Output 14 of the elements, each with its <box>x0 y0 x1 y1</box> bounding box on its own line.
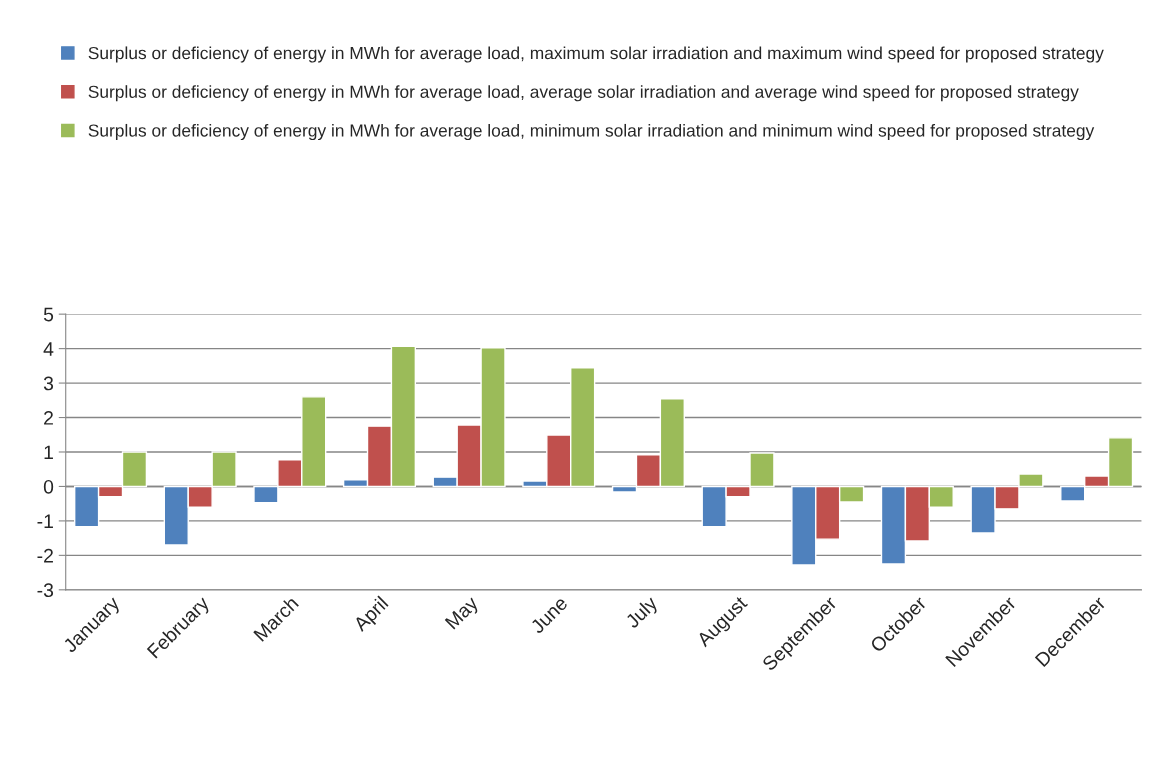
y-tick-label: 2 <box>44 411 53 425</box>
y-tick-label: 4 <box>43 342 54 356</box>
y-tick-label: 1 <box>44 445 53 460</box>
y-tick-label: -2 <box>37 548 53 563</box>
y-tick-label: -3 <box>37 583 54 598</box>
x-tick-label: May <box>444 595 482 633</box>
y-tick-label: 3 <box>43 376 54 391</box>
legend-label: Surplus or deficiency of energy in MWh for average load, minimum solar irradiation and minimum wind speed for proposed strategy <box>88 123 1095 141</box>
y-tick-label: 0 <box>43 479 54 494</box>
legend-label: Surplus or deficiency of energy in MWh for average load, maximum solar irradiation and maximum wind speed for proposed strategy <box>88 46 1104 63</box>
legend-label: Surplus or deficiency of energy in MWh for average load, average solar irradiation and average wind speed for proposed strategy <box>88 85 1079 102</box>
y-tick-label: -1 <box>37 514 53 528</box>
x-tick-label: July <box>624 594 662 632</box>
y-tick-label: 5 <box>43 307 54 322</box>
